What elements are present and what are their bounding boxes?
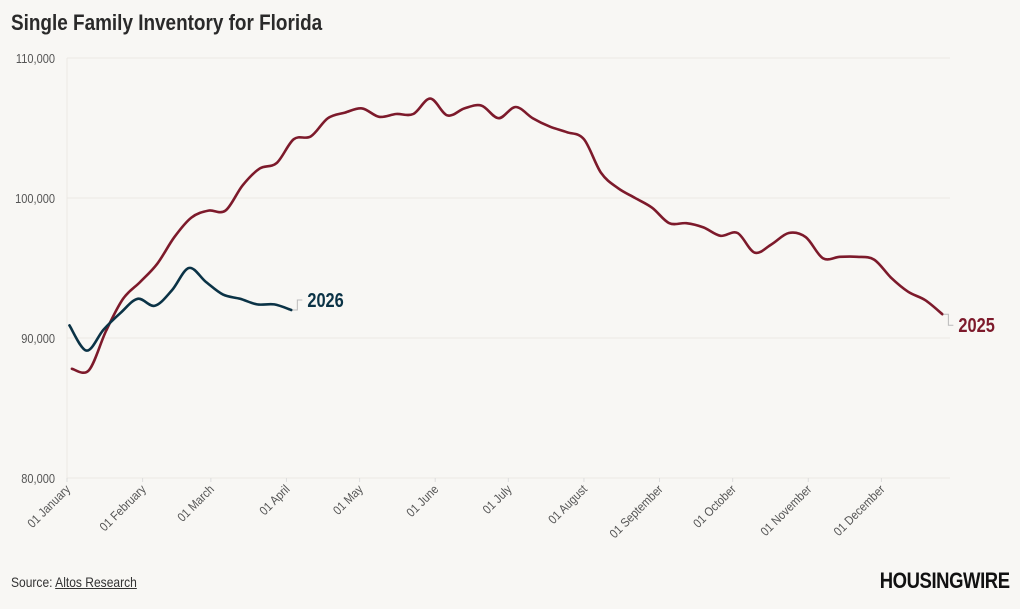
- source-link[interactable]: Altos Research: [55, 574, 137, 590]
- gridlines: [66, 57, 950, 479]
- y-axis: 80,000 90,000 100,000 110,000: [15, 51, 55, 486]
- x-tick-label: 01 January: [25, 482, 73, 530]
- x-tick-label: 01 September: [607, 482, 666, 541]
- x-tick-label: 01 June: [404, 482, 442, 520]
- series-lines: [68, 97, 944, 374]
- x-tick-label: 01 August: [546, 482, 591, 527]
- x-axis: 01 January 01 February 01 March 01 April 01 …: [25, 478, 888, 541]
- y-tick-label: 100,000: [15, 191, 55, 206]
- label-connector: [292, 299, 303, 311]
- x-tick-label: 01 November: [758, 482, 814, 538]
- series-line-2026: [68, 266, 293, 352]
- housingwire-logo: HOUSINGWIRE: [880, 568, 1010, 593]
- x-tick-label: 01 May: [331, 482, 366, 517]
- series-label-2025: 2025: [958, 314, 994, 337]
- series-labels: 2025 2026: [292, 288, 995, 337]
- y-tick-label: 90,000: [21, 331, 55, 346]
- chart-title: Single Family Inventory for Florida: [11, 10, 323, 35]
- x-tick-label: 01 February: [97, 482, 149, 534]
- series-label-2026: 2026: [307, 288, 343, 311]
- series-line-2025: [70, 97, 944, 374]
- y-tick-label: 110,000: [16, 51, 55, 66]
- label-connector: [943, 313, 954, 326]
- x-tick-label: 01 March: [175, 482, 217, 524]
- source-label: Source:: [11, 574, 53, 590]
- source-note: Source: Altos Research: [11, 574, 137, 590]
- x-tick-label: 01 December: [831, 482, 887, 538]
- x-tick-label: 01 October: [691, 482, 739, 530]
- x-tick-label: 01 July: [480, 482, 514, 516]
- y-tick-label: 80,000: [21, 471, 55, 486]
- x-tick-label: 01 April: [257, 482, 293, 518]
